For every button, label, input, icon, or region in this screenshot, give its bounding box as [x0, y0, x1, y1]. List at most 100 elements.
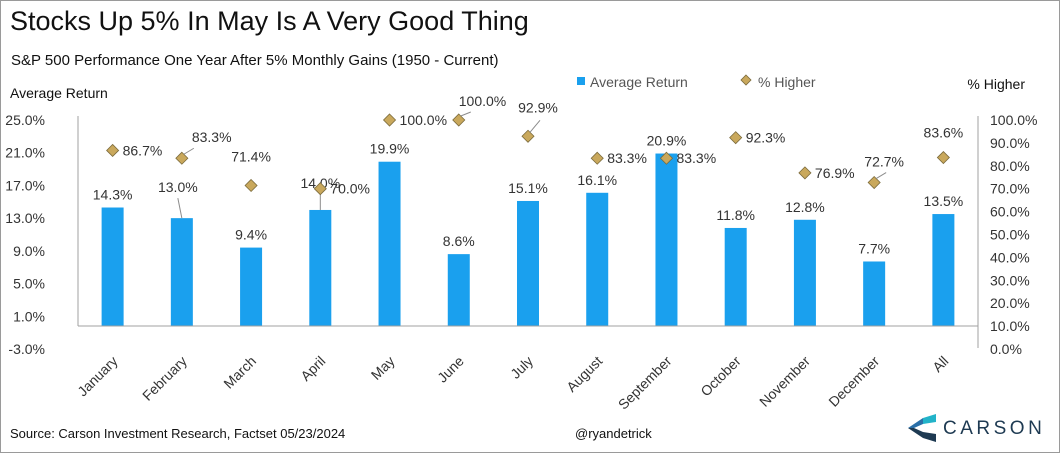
author-handle: @ryandetrick	[575, 426, 652, 441]
x-tick-label: December	[825, 353, 882, 410]
legend-swatch-average-return	[577, 77, 585, 85]
marker-pct-higher	[521, 129, 535, 143]
bar-average-return	[101, 207, 124, 326]
marker-pct-higher	[798, 166, 812, 180]
marker-pct-higher	[729, 131, 743, 145]
bar-data-label: 16.1%	[577, 172, 617, 188]
chart-title: Stocks Up 5% In May Is A Very Good Thing	[10, 6, 529, 36]
marker-pct-higher	[313, 182, 327, 196]
y-tick-label-right: 40.0%	[990, 249, 1030, 265]
marker-pct-higher	[175, 151, 189, 165]
x-tick-label: April	[297, 353, 328, 384]
bar-label-leader-line	[177, 198, 183, 219]
bar-average-return	[378, 161, 401, 326]
x-tick-label: August	[563, 353, 605, 395]
marker-data-label: 83.3%	[192, 129, 232, 145]
y-tick-label-right: 100.0%	[990, 112, 1037, 128]
x-tick-label: June	[434, 353, 467, 386]
y-axis-title-right: % Higher	[967, 76, 1025, 92]
bar-average-return	[655, 153, 678, 326]
y-tick-label-left: 1.0%	[13, 308, 45, 324]
marker-pct-higher	[936, 150, 950, 165]
bar-data-label: 15.1%	[508, 180, 548, 196]
chart-subtitle: S&P 500 Performance One Year After 5% Mo…	[11, 52, 499, 69]
x-tick-label: January	[74, 353, 121, 400]
bar-data-label: 20.9%	[647, 133, 687, 149]
x-tick-label: July	[507, 353, 536, 382]
marker-label-leader-line	[460, 111, 471, 117]
bar-average-return	[932, 214, 955, 326]
source-note: Source: Carson Investment Research, Fact…	[10, 426, 346, 441]
bar-average-return	[724, 227, 747, 326]
marker-pct-higher	[106, 143, 120, 158]
bar-data-label: 7.7%	[858, 240, 890, 256]
bar-average-return	[170, 218, 193, 326]
marker-pct-higher	[382, 113, 397, 127]
x-tick-label: May	[368, 353, 398, 383]
legend-label-pct-higher: % Higher	[758, 74, 816, 90]
bar-data-label: 9.4%	[235, 227, 267, 243]
legend-swatch-pct-higher	[740, 74, 752, 86]
carson-logo: CARSON	[905, 410, 1055, 446]
y-tick-label-right: 90.0%	[990, 135, 1030, 151]
carson-logo-text: CARSON	[943, 418, 1046, 439]
x-tick-label: February	[139, 353, 190, 404]
y-tick-label-right: 0.0%	[990, 341, 1022, 357]
bar-average-return	[240, 247, 263, 326]
y-tick-label-left: 21.0%	[5, 145, 45, 161]
marker-data-label: 100.0%	[400, 112, 447, 128]
marker-data-label: 76.9%	[815, 165, 855, 181]
marker-data-label: 72.7%	[864, 154, 904, 170]
y-tick-label-right: 80.0%	[990, 158, 1030, 174]
y-tick-label-right: 50.0%	[990, 227, 1030, 243]
x-tick-label: November	[756, 353, 813, 410]
y-tick-label-left: -3.0%	[8, 341, 45, 357]
marker-data-label: 92.9%	[518, 99, 558, 115]
y-tick-label-right: 10.0%	[990, 318, 1030, 334]
marker-pct-higher	[244, 178, 258, 193]
legend-label-average-return: Average Return	[590, 74, 688, 90]
x-tick-label: March	[220, 353, 259, 392]
y-tick-label-left: 5.0%	[13, 276, 45, 292]
y-tick-label-right: 60.0%	[990, 204, 1030, 220]
marker-data-label: 83.3%	[676, 150, 716, 166]
marker-label-leader-line	[529, 119, 541, 133]
y-tick-label-right: 30.0%	[990, 272, 1030, 288]
y-tick-label-right: 20.0%	[990, 295, 1030, 311]
y-tick-label-left: 25.0%	[5, 112, 45, 128]
bar-data-label: 8.6%	[443, 233, 475, 249]
bar-average-return	[863, 261, 886, 326]
bar-data-label: 12.8%	[785, 199, 825, 215]
bar-data-label: 13.5%	[924, 193, 964, 209]
marker-data-label: 70.0%	[330, 181, 370, 197]
marker-data-label: 83.3%	[607, 150, 647, 166]
y-axis-title-left: Average Return	[10, 85, 108, 101]
bar-average-return	[793, 219, 816, 326]
y-tick-label-right: 70.0%	[990, 181, 1030, 197]
marker-data-label: 71.4%	[231, 148, 271, 164]
bar-data-label: 11.8%	[716, 207, 755, 223]
marker-data-label: 83.6%	[924, 125, 964, 141]
x-tick-label: All	[929, 353, 951, 375]
bar-data-label: 13.0%	[158, 179, 198, 195]
bar-average-return	[447, 254, 470, 326]
marker-pct-higher	[867, 175, 881, 190]
bar-average-return	[309, 209, 332, 326]
y-tick-label-left: 17.0%	[5, 177, 45, 193]
marker-label-leader-line	[875, 172, 887, 179]
y-tick-label-left: 13.0%	[5, 210, 45, 226]
marker-label-leader-line	[183, 147, 195, 155]
marker-data-label: 86.7%	[123, 142, 163, 158]
y-tick-label-left: 9.0%	[13, 243, 45, 259]
bar-data-label: 19.9%	[370, 141, 410, 157]
marker-data-label: 100.0%	[459, 93, 506, 109]
marker-pct-higher	[590, 151, 604, 165]
x-tick-label: September	[615, 353, 675, 413]
x-tick-label: October	[697, 353, 744, 400]
carson-logo-mark-icon	[908, 414, 936, 442]
bar-average-return	[586, 192, 609, 326]
marker-pct-higher	[452, 113, 466, 127]
bar-average-return	[517, 200, 539, 326]
marker-data-label: 92.3%	[746, 130, 786, 146]
